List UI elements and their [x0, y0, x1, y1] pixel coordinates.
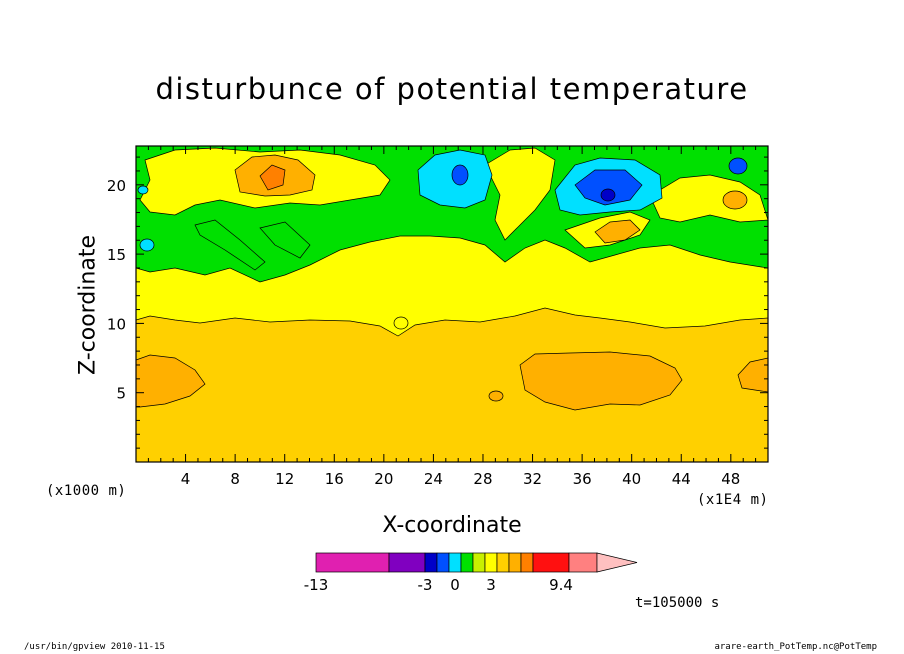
x-tick-label: 16	[325, 470, 344, 488]
footer-left: /usr/bin/gpview 2010-11-15	[24, 642, 165, 652]
colorbar-label: 3	[486, 576, 496, 594]
region-orange-small-right	[722, 190, 748, 210]
x-tick-label: 12	[275, 470, 294, 488]
x-axis: 4 8 12 16 20 24 28 32 36 40 44 48	[147, 146, 757, 488]
region-orange-upper-right	[594, 219, 641, 244]
region-darkblue-upper-right	[600, 188, 616, 202]
colorbar-bin	[484, 552, 498, 573]
x-tick-label: 8	[230, 470, 240, 488]
x-tick-label: 48	[721, 470, 740, 488]
x-tick-label: 20	[374, 470, 393, 488]
colorbar-bin	[508, 552, 522, 573]
region-orange-lower-center	[519, 351, 683, 411]
x-tick-label: 32	[523, 470, 542, 488]
chart-title: disturbunce of potential temperature	[155, 72, 749, 106]
colorbar-bin	[520, 552, 534, 573]
footer-right: arare-earth_PotTemp.nc@PotTemp	[714, 642, 877, 652]
x-tick-label: 4	[181, 470, 191, 488]
region-orange-upper-left-core	[259, 164, 286, 191]
region-blue-small-right	[728, 157, 748, 175]
region-orange-lower-right	[737, 357, 768, 393]
x-axis-scale: (x1E4 m)	[697, 492, 769, 508]
region-yellow-upper-center	[484, 147, 556, 241]
x-tick-label: 28	[473, 470, 492, 488]
plot-frame	[135, 145, 769, 463]
colorbar-bin	[448, 552, 462, 573]
colorbar-bin	[472, 552, 486, 573]
colorbar-bin	[424, 552, 438, 573]
colorbar-label: -3	[418, 576, 433, 594]
colorbar-bin	[315, 552, 390, 573]
colorbar-label: 9.4	[549, 576, 573, 594]
x-tick-label: 44	[672, 470, 691, 488]
colorbar: -13 -3 0 3 9.4	[304, 552, 638, 594]
time-label: t=105000 s	[635, 595, 720, 611]
colorbar-label: -13	[304, 576, 329, 594]
region-blue-upper-center	[451, 164, 469, 186]
x-tick-label: 36	[573, 470, 592, 488]
x-axis-label: X-coordinate	[382, 513, 522, 538]
colorbar-bin	[496, 552, 510, 573]
colorbar-bin	[436, 552, 450, 573]
x-axis-unit: (x1000 m)	[46, 483, 127, 499]
x-tick-label: 40	[622, 470, 641, 488]
colorbar-bin	[460, 552, 474, 573]
x-tick-label: 24	[424, 470, 443, 488]
region-yellow-small-center	[393, 316, 409, 330]
y-tick-label: 5	[116, 385, 126, 403]
contour-fill-layer	[136, 146, 768, 462]
region-orange-lower-small	[488, 390, 504, 402]
y-axis-label: Z-coordinate	[75, 235, 101, 375]
colorbar-bin	[532, 552, 570, 573]
y-tick-label: 15	[107, 246, 126, 264]
region-blue-upper-right	[574, 169, 643, 206]
region-green-stripe-1	[194, 219, 266, 271]
y-tick-label: 20	[107, 177, 126, 195]
colorbar-arrow	[596, 552, 638, 573]
region-green-stripe-2	[259, 221, 311, 259]
region-cyan-left	[139, 238, 155, 252]
colorbar-label: 0	[450, 576, 460, 594]
colorbar-bin	[568, 552, 598, 573]
y-tick-label: 10	[107, 315, 126, 333]
region-cyan-left-top	[137, 185, 149, 195]
y-axis: 5 10 15 20	[107, 156, 768, 449]
colorbar-bin	[388, 552, 426, 573]
region-yellow-upper-right	[649, 174, 768, 223]
